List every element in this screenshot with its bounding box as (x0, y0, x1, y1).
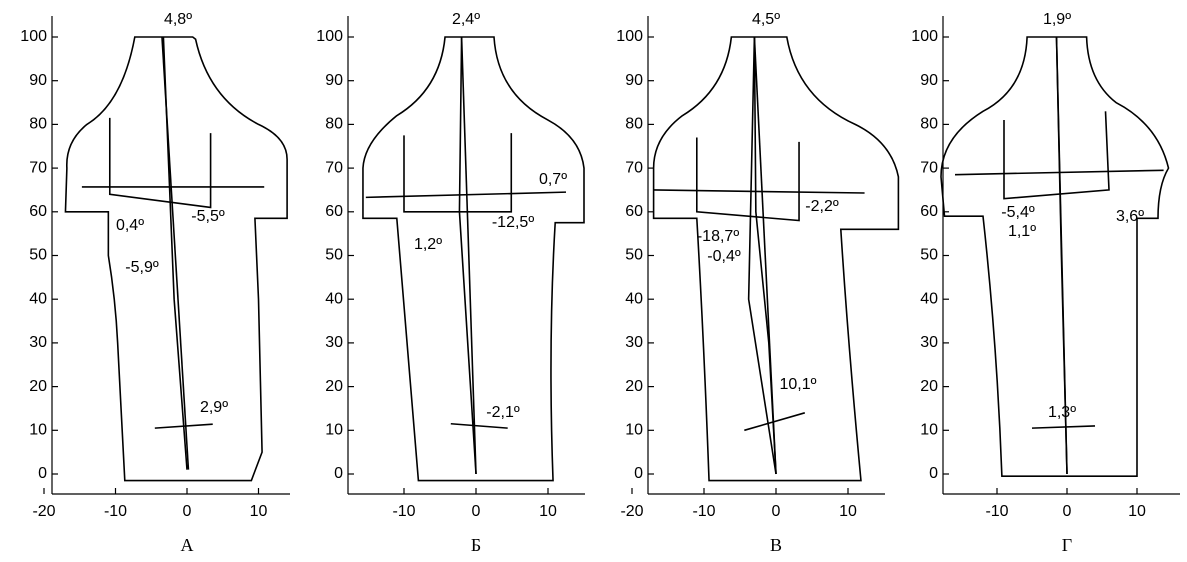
y-tick-label: 0 (38, 465, 47, 482)
y-tick-label: 30 (920, 334, 938, 351)
x-tick-label: -20 (32, 503, 55, 520)
y-tick-label: 90 (625, 72, 643, 89)
annotation: 1,9º (1043, 11, 1071, 28)
panel-label: В (770, 535, 782, 555)
x-tick-label: -10 (985, 503, 1008, 520)
y-tick-label: 90 (920, 72, 938, 89)
y-tick-label: 100 (316, 28, 343, 45)
annotation: 0,4º (116, 217, 144, 234)
panel-label: Г (1062, 535, 1072, 555)
x-tick-label: 0 (1063, 503, 1072, 520)
y-tick-label: 30 (325, 334, 343, 351)
x-tick-label: 0 (183, 503, 192, 520)
annotation: 2,9º (200, 399, 228, 416)
y-tick-label: 50 (920, 247, 938, 264)
panel-label: Б (471, 535, 481, 555)
x-tick-label: 0 (472, 503, 481, 520)
y-tick-label: 60 (920, 203, 938, 220)
y-tick-label: 20 (920, 378, 938, 395)
figure: 4,8º 0,4º -5,5º -5,9º 2,9º 2,4º 0,7º 1,2… (0, 0, 1187, 562)
annotation: 4,5º (752, 11, 780, 28)
y-tick-label: 80 (29, 116, 47, 133)
y-tick-label: 50 (325, 247, 343, 264)
y-tick-label: 80 (325, 116, 343, 133)
y-tick-label: 10 (325, 422, 343, 439)
annotation: -18,7º (697, 228, 739, 245)
y-tick-label: 30 (625, 334, 643, 351)
annotation: -0,4º (707, 248, 741, 265)
annotation: -2,1º (486, 404, 520, 421)
y-tick-label: 40 (29, 290, 47, 307)
y-tick-label: 40 (325, 290, 343, 307)
annotation: 1,3º (1048, 404, 1076, 421)
annotation: 1,1º (1008, 223, 1036, 240)
y-tick-label: 20 (29, 378, 47, 395)
annotation: -5,5º (191, 208, 225, 225)
y-tick-label: 70 (325, 159, 343, 176)
y-tick-label: 10 (29, 422, 47, 439)
annotation: 1,2º (414, 236, 442, 253)
y-tick-label: 0 (334, 465, 343, 482)
x-tick-label: 10 (250, 503, 268, 520)
annotation: -5,9º (125, 259, 159, 276)
y-tick-label: 100 (616, 28, 643, 45)
y-tick-label: 70 (29, 159, 47, 176)
y-tick-label: 80 (920, 116, 938, 133)
panel-label: А (181, 535, 194, 555)
annotation: 4,8º (164, 11, 192, 28)
y-tick-label: 40 (920, 290, 938, 307)
annotation: -12,5º (492, 214, 534, 231)
annotation: 2,4º (452, 11, 480, 28)
x-tick-label: -10 (692, 503, 715, 520)
outline-b (363, 37, 584, 481)
y-tick-label: 40 (625, 290, 643, 307)
outline-c (654, 37, 899, 481)
x-tick-label: -10 (392, 503, 415, 520)
y-tick-label: 60 (325, 203, 343, 220)
x-tick-label: 10 (839, 503, 857, 520)
y-tick-label: 30 (29, 334, 47, 351)
y-tick-label: 50 (29, 247, 47, 264)
y-tick-label: 90 (29, 72, 47, 89)
annotation: 10,1º (780, 376, 817, 393)
x-tick-label: 10 (1128, 503, 1146, 520)
y-tick-label: 50 (625, 247, 643, 264)
x-tick-label: -10 (104, 503, 127, 520)
y-tick-label: 90 (325, 72, 343, 89)
annotation: 3,6º (1116, 208, 1144, 225)
outline-a (65, 37, 287, 481)
y-tick-label: 70 (625, 159, 643, 176)
y-tick-label: 70 (920, 159, 938, 176)
y-tick-label: 10 (920, 422, 938, 439)
y-tick-label: 60 (625, 203, 643, 220)
y-tick-label: 20 (625, 378, 643, 395)
y-tick-label: 100 (911, 28, 938, 45)
y-tick-label: 60 (29, 203, 47, 220)
annotation: 0,7º (539, 171, 567, 188)
x-tick-label: -20 (620, 503, 643, 520)
y-tick-label: 80 (625, 116, 643, 133)
y-tick-label: 10 (625, 422, 643, 439)
y-tick-label: 100 (20, 28, 47, 45)
annotation: -5,4º (1001, 204, 1035, 221)
y-tick-label: 20 (325, 378, 343, 395)
x-tick-label: 0 (772, 503, 781, 520)
x-tick-label: 10 (539, 503, 557, 520)
annotation: -2,2º (805, 198, 839, 215)
y-tick-label: 0 (634, 465, 643, 482)
y-tick-label: 0 (929, 465, 938, 482)
